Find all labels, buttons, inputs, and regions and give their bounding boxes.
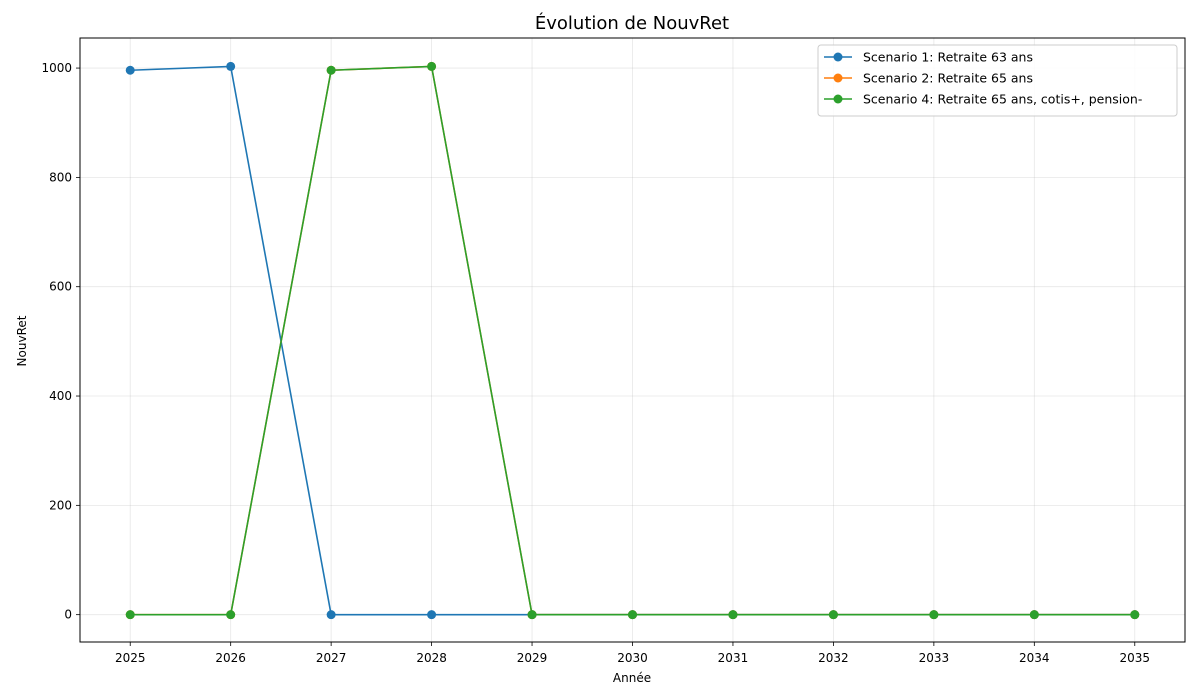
y-axis-label: NouvRet (15, 315, 29, 366)
x-tick-label: 2027 (316, 651, 347, 665)
legend-item: Scenario 4: Retraite 65 ans, cotis+, pen… (824, 92, 1142, 107)
legend-label: Scenario 1: Retraite 63 ans (863, 50, 1033, 65)
data-point (427, 61, 437, 71)
data-point (427, 610, 437, 620)
data-point (929, 610, 939, 620)
y-tick-label: 400 (49, 389, 72, 403)
x-tick-label: 2029 (517, 651, 548, 665)
data-point (326, 610, 336, 620)
legend: Scenario 1: Retraite 63 ans Scenario 2: R… (817, 44, 1178, 117)
series-3 (125, 61, 1140, 620)
legend-item: Scenario 1: Retraite 63 ans (824, 50, 1033, 65)
chart-title: Évolution de NouvRet (535, 12, 729, 34)
legend-marker (833, 94, 843, 104)
data-point (326, 65, 336, 75)
y-tick-label: 0 (64, 608, 72, 622)
data-point (226, 61, 236, 71)
x-axis: 2025 2026 2027 2028 2029 2030 2031 2032 2033 2034… (115, 642, 1150, 665)
y-tick-label: 1000 (41, 61, 72, 75)
y-axis: 0 200 400 600 800 1000 (41, 61, 80, 622)
data-point (125, 65, 135, 75)
data-point (828, 610, 838, 620)
data-point (226, 610, 236, 620)
x-tick-label: 2032 (818, 651, 849, 665)
legend-marker (833, 52, 843, 62)
legend-label: Scenario 4: Retraite 65 ans, cotis+, pen… (863, 92, 1142, 107)
x-tick-label: 2026 (215, 651, 246, 665)
data-point (527, 610, 537, 620)
data-point (125, 610, 135, 620)
x-tick-label: 2031 (718, 651, 749, 665)
y-tick-label: 600 (49, 280, 72, 294)
data-point (628, 610, 637, 620)
legend-box (817, 44, 1178, 117)
y-tick-label: 200 (49, 498, 72, 512)
x-tick-label: 2034 (1019, 651, 1050, 665)
legend-item: Scenario 2: Retraite 65 ans (824, 71, 1033, 86)
x-tick-label: 2035 (1119, 651, 1150, 665)
x-tick-label: 2028 (416, 651, 447, 665)
data-point (1029, 610, 1039, 620)
data-point (728, 610, 738, 620)
legend-label: Scenario 2: Retraite 65 ans (863, 71, 1033, 86)
y-tick-label: 800 (49, 170, 72, 184)
x-tick-label: 2033 (919, 651, 950, 665)
series-lines (125, 61, 1140, 620)
x-axis-label: Année (613, 671, 651, 685)
data-point (1130, 610, 1140, 620)
legend-marker (833, 73, 843, 83)
x-tick-label: 2025 (115, 651, 146, 665)
x-tick-label: 2030 (617, 651, 648, 665)
grid (80, 38, 1185, 642)
